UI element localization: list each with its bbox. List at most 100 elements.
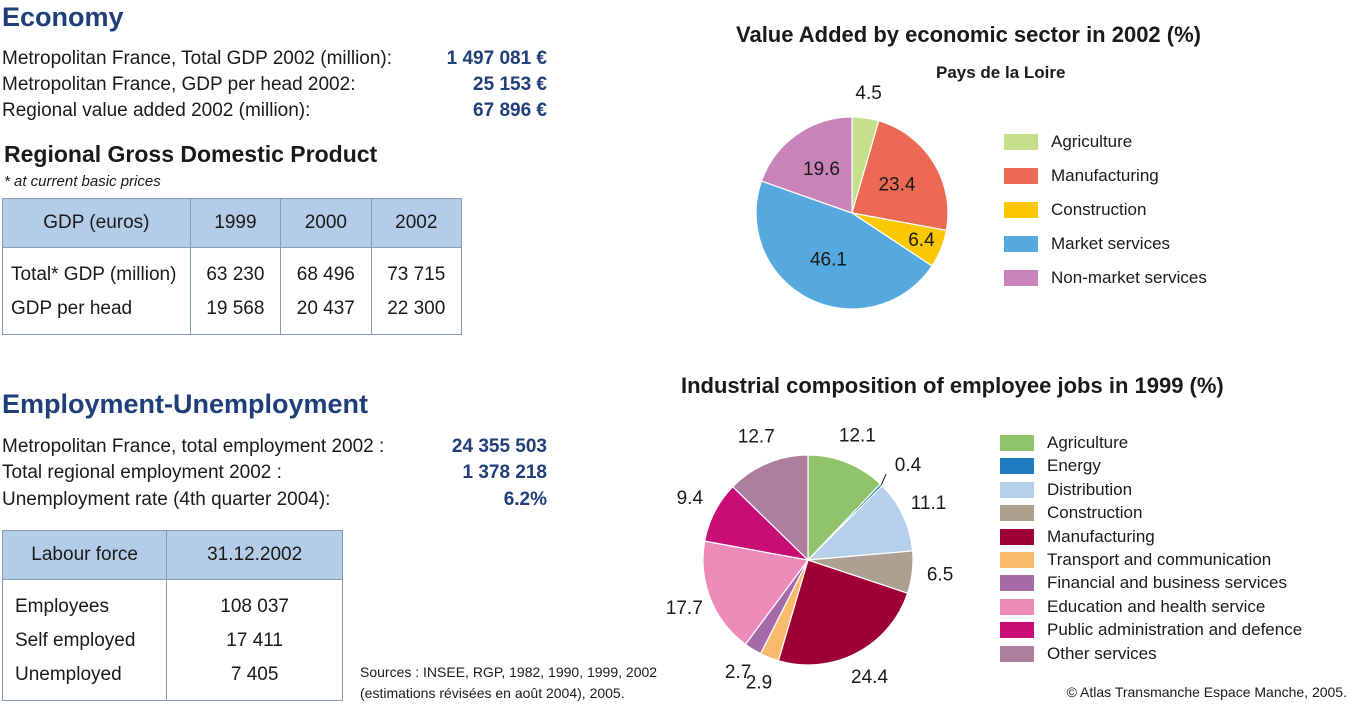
sources-line: (estimations révisées en août 2004), 200… <box>360 685 625 701</box>
legend-swatch <box>1000 575 1034 592</box>
stat-value: 67 896 € <box>473 100 547 121</box>
gdp-table-subtitle: * at current basic prices <box>4 173 161 190</box>
legend-label: Construction <box>1047 503 1143 523</box>
legend-label: Financial and business services <box>1047 573 1288 593</box>
table-row: Self employed 17 411 <box>1 624 343 658</box>
legend-swatch <box>1000 598 1034 615</box>
data-label: 9.4 <box>677 488 704 509</box>
stat-value: 6.2% <box>503 489 547 510</box>
gdp-table-title: Regional Gross Domestic Product <box>4 141 378 167</box>
table-cell: 73 715 <box>370 247 463 292</box>
legend-swatch <box>1000 645 1034 662</box>
table-cell: Total* GDP (million) <box>2 247 191 292</box>
table-cell: Self employed <box>1 624 168 658</box>
employment-title: Employment-Unemployment <box>2 389 369 419</box>
pie-chart-value-added: 4.5 23.4 6.4 46.1 19.6 <box>755 83 949 310</box>
legend-swatch <box>1000 528 1034 545</box>
sources-line: Sources : INSEE, RGP, 1982, 1990, 1999, … <box>360 664 658 680</box>
pie-slice <box>806 484 914 561</box>
legend-swatch <box>1004 134 1038 150</box>
legend-label: Agriculture <box>1047 433 1129 452</box>
legend-label: Manufacturing <box>1051 166 1159 185</box>
labour-force-table: Labour force 31.12.2002 Employees 108 03… <box>1 530 343 701</box>
pie-slice <box>731 454 809 562</box>
legend-label: Education and health service <box>1047 596 1266 616</box>
data-label: 11.1 <box>911 493 947 514</box>
legend-label: Construction <box>1051 200 1147 219</box>
table-row: GDP per head 19 568 20 437 22 300 <box>2 292 463 335</box>
pie-slice <box>851 120 949 232</box>
data-label: 6.4 <box>908 230 935 251</box>
table-row: Unemployed 7 405 <box>1 658 343 701</box>
legend-swatch <box>1000 435 1034 451</box>
stat-label: Metropolitan France, GDP per head 2002: <box>2 74 356 95</box>
data-label: 2.7 <box>725 662 751 683</box>
economy-title: Economy <box>2 2 124 32</box>
pie-chart-employee-jobs: 12.1 0.4 11.1 6.5 24.4 2.92.7 17.7 9.4 12.7 <box>666 426 953 690</box>
legend-swatch <box>1004 202 1038 218</box>
chart-title: Value Added by economic sector in 2002 (… <box>736 22 1201 47</box>
data-label: 19.6 <box>803 159 840 180</box>
legend-label: Manufacturing <box>1047 526 1155 546</box>
data-label: 12.1 <box>839 426 876 447</box>
data-label: 4.5 <box>855 83 881 104</box>
table-header-cell: Labour force <box>1 530 168 580</box>
data-label: 46.1 <box>810 249 847 270</box>
label-leader-line <box>880 473 887 486</box>
table-cell: Unemployed <box>1 658 168 701</box>
legend-swatch <box>1000 622 1034 639</box>
table-cell: 7 405 <box>166 658 343 701</box>
stat-label: Regional value added 2002 (million): <box>2 100 311 121</box>
legend-swatch <box>1004 236 1038 252</box>
stat-label: Unemployment rate (4th quarter 2004): <box>2 489 331 510</box>
data-label: 6.5 <box>927 565 953 586</box>
table-cell: 68 496 <box>280 247 372 292</box>
chart-title: Industrial composition of employee jobs … <box>681 373 1224 398</box>
legend-swatch <box>1004 168 1038 184</box>
pie-slice <box>807 454 882 562</box>
legend-label: Non-market services <box>1051 268 1207 287</box>
table-header-cell: 1999 <box>189 198 282 248</box>
data-label: 17.7 <box>666 598 703 619</box>
data-label: 24.4 <box>851 667 888 688</box>
sources-note: Sources : INSEE, RGP, 1982, 1990, 1999, … <box>360 662 657 704</box>
table-row: Employees 108 037 <box>1 579 343 624</box>
table-cell: GDP per head <box>2 292 191 335</box>
table-header-cell: GDP (euros) <box>2 198 191 248</box>
stat-value: 24 355 503 <box>451 436 547 457</box>
stat-label: Total regional employment 2002 : <box>2 462 282 483</box>
pie-slice <box>755 180 933 310</box>
legend-swatch <box>1000 552 1034 568</box>
legend-swatch <box>1000 481 1034 498</box>
legend-label: Transport and communication <box>1047 550 1272 569</box>
legend-label: Market services <box>1051 234 1171 253</box>
table-header-cell: 2000 <box>280 198 372 248</box>
table-header-cell: 2002 <box>370 198 463 248</box>
legend-label: Other services <box>1047 643 1157 663</box>
pie-slice <box>702 540 810 646</box>
table-cell: 20 437 <box>280 292 372 335</box>
table-cell: 108 037 <box>166 579 343 624</box>
table-cell: 17 411 <box>166 624 343 658</box>
legend-label: Distribution <box>1047 479 1133 499</box>
stat-value: 25 153 € <box>473 74 547 95</box>
legend-label: Public administration and defence <box>1047 620 1303 640</box>
table-cell: Employees <box>1 579 168 624</box>
table-cell: 19 568 <box>189 292 282 335</box>
chart-legend: Agriculture Energy Distribution Constructio… <box>1000 433 1350 673</box>
table-cell: 63 230 <box>189 247 282 292</box>
legend-swatch <box>1000 505 1034 522</box>
table-header-row: Labour force 31.12.2002 <box>1 530 343 580</box>
pie-slice <box>777 559 909 666</box>
stat-label: Metropolitan France, Total GDP 2002 (mil… <box>2 48 393 69</box>
legend-swatch <box>1004 270 1038 286</box>
data-label: 23.4 <box>878 174 915 195</box>
data-label: 12.7 <box>738 426 775 447</box>
legend-label: Energy <box>1047 456 1101 476</box>
legend-swatch <box>1000 458 1034 475</box>
pie-slice <box>760 116 853 214</box>
table-row: Total* GDP (million) 63 230 68 496 73 71… <box>2 247 463 292</box>
table-cell: 22 300 <box>370 292 463 335</box>
table-header-row: GDP (euros) 1999 2000 2002 <box>2 198 463 248</box>
copyright: © Atlas Transmanche Espace Manche, 2005. <box>1066 684 1347 700</box>
